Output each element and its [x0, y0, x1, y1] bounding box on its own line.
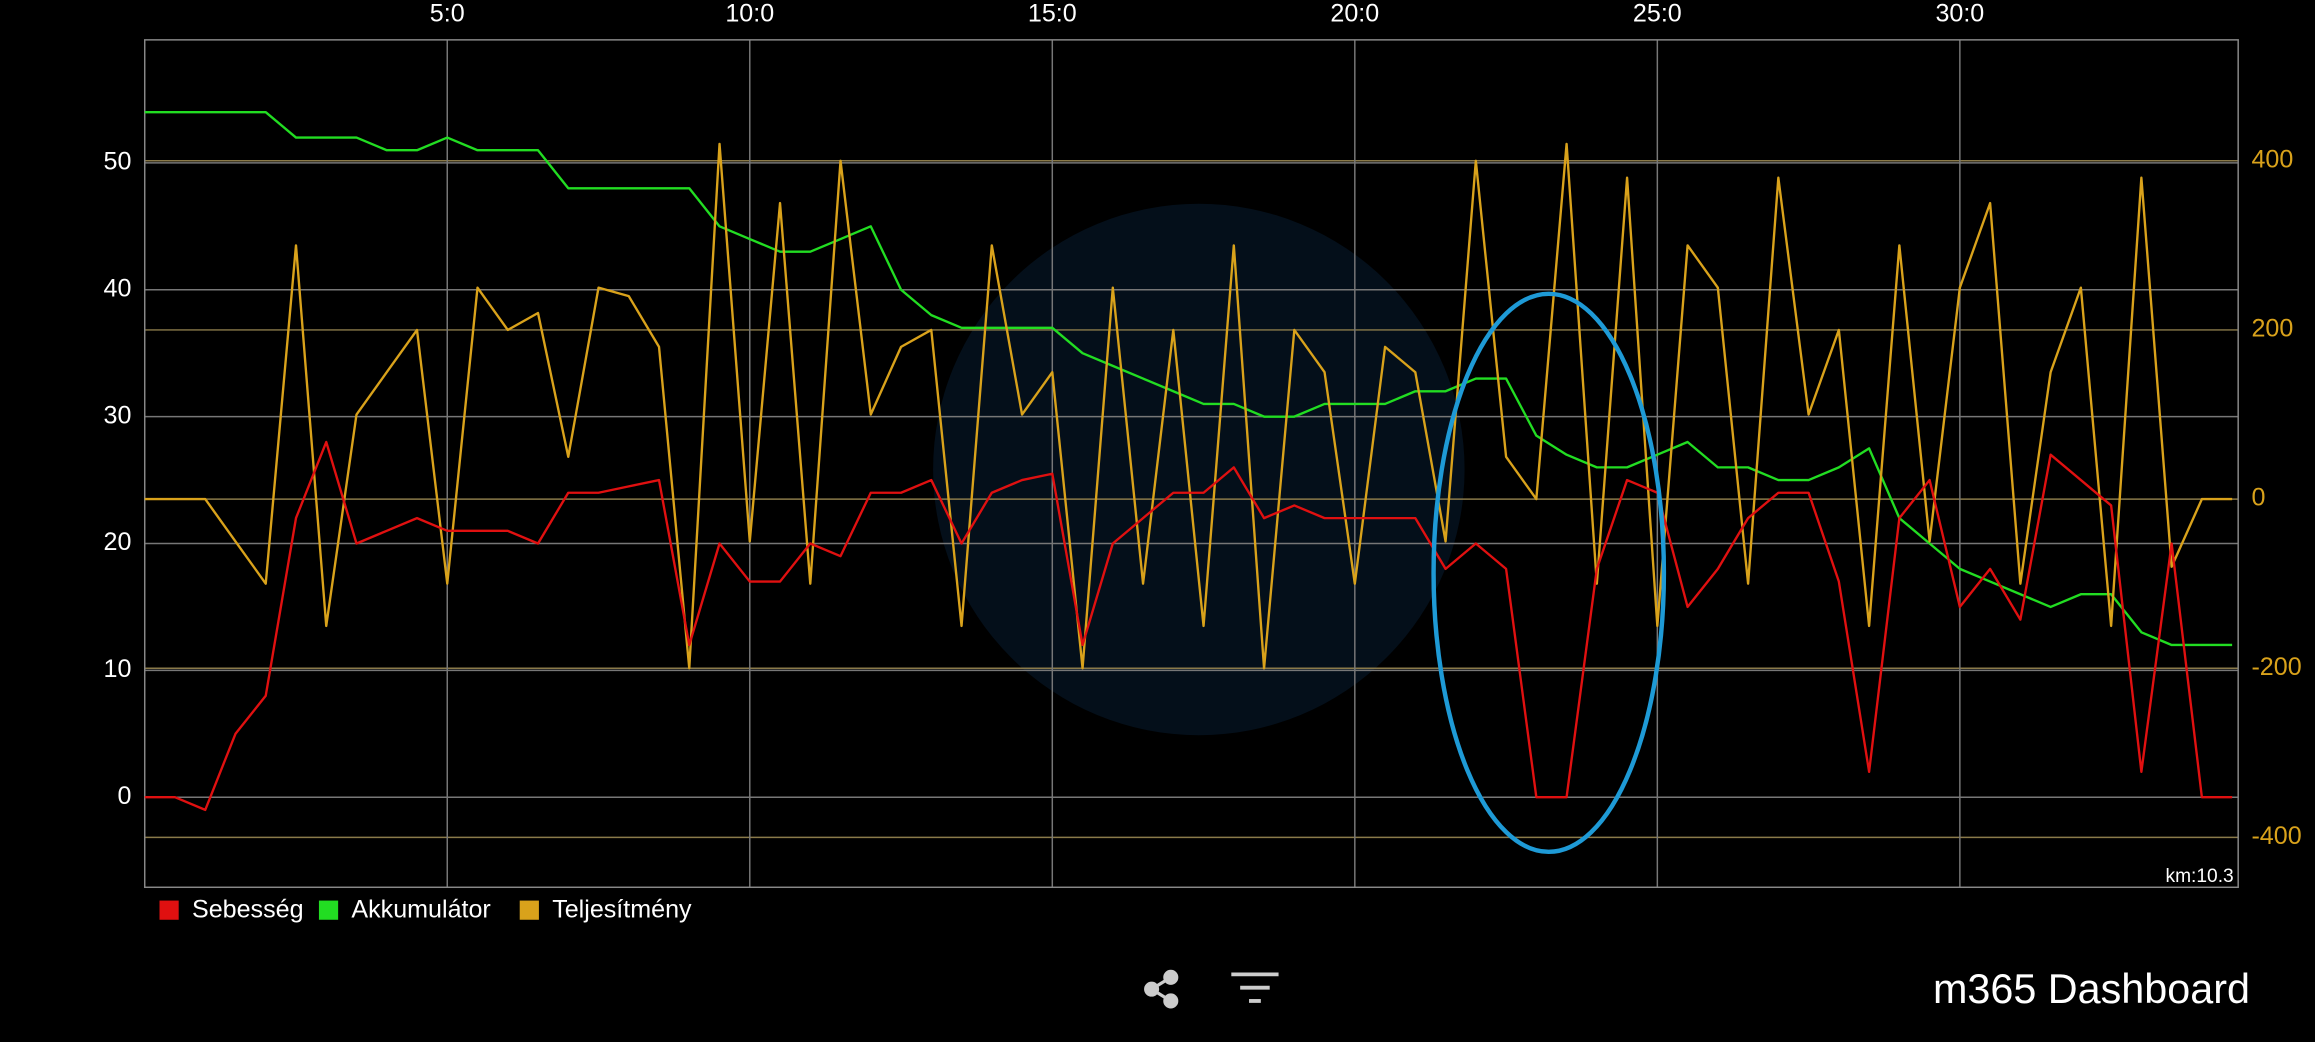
share-button[interactable] — [1144, 969, 1179, 1009]
y-tick-label: 50 — [104, 148, 132, 176]
legend-swatch — [159, 900, 179, 920]
x-tick-label: 30:0 — [1935, 0, 1984, 27]
app-title: m365 Dashboard — [1933, 966, 2250, 1012]
y-tick-label: 40 — [104, 274, 132, 302]
legend-label: Akkumulátor — [351, 896, 490, 924]
plot-frame — [143, 39, 2239, 889]
series-line — [144, 440, 2233, 812]
legend-label: Teljesítmény — [552, 896, 692, 924]
x-tick-label: 10:0 — [725, 0, 774, 27]
highlight-ellipse — [1431, 291, 1667, 855]
watermark-logo — [933, 203, 1465, 736]
y-tick-label: 10 — [104, 655, 132, 683]
series-line — [144, 110, 2233, 647]
y-tick-label: 20 — [104, 528, 132, 556]
x-tick-label: 25:0 — [1633, 0, 1682, 27]
legend-swatch — [318, 900, 339, 920]
x-tick-label: 15:0 — [1028, 0, 1077, 27]
x-tick-label: 5:0 — [430, 0, 465, 27]
y2-tick-label: 400 — [2251, 145, 2293, 173]
y-tick-label: 30 — [104, 401, 132, 429]
x-tick-label: 20:0 — [1330, 0, 1379, 27]
y-tick-label: 0 — [117, 782, 131, 810]
legend-swatch — [519, 900, 539, 920]
y2-tick-label: -400 — [2251, 822, 2301, 850]
distance-label: km:10.3 — [2165, 866, 2233, 887]
y2-tick-label: 200 — [2251, 315, 2293, 343]
series-line — [144, 142, 2233, 670]
plot-area: 0 10 20 30 40 50 -400 -200 0 200 400 5:0 10:0 15:0 20:… — [104, 0, 2302, 924]
y2-tick-label: -200 — [2251, 653, 2301, 681]
filter-button[interactable] — [1231, 972, 1279, 1003]
y2-tick-label: 0 — [2251, 484, 2265, 512]
legend-label: Sebesség — [192, 896, 304, 924]
